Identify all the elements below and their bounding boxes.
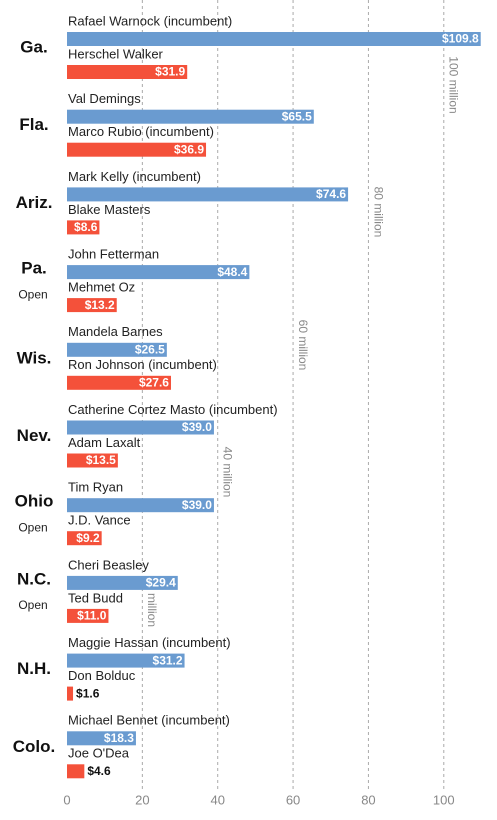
- state-note: Open: [18, 520, 47, 534]
- state-label: N.C.: [17, 569, 51, 588]
- value-label: $48.4: [217, 265, 247, 279]
- candidate-name: Cheri Beasley: [68, 557, 149, 572]
- x-tick-label: 60: [286, 792, 300, 807]
- candidate-name: Tim Ryan: [68, 480, 123, 495]
- state-label: Ariz.: [16, 193, 53, 212]
- bar: [67, 420, 214, 435]
- state-note: Open: [18, 287, 47, 301]
- candidate-name: Marco Rubio (incumbent): [68, 124, 214, 139]
- value-label: $9.2: [76, 531, 100, 545]
- state-label: Pa.: [21, 259, 47, 278]
- x-tick-label: 20: [135, 792, 149, 807]
- candidate-name: Blake Masters: [68, 202, 151, 217]
- bar: [67, 453, 118, 468]
- x-tick-label: 40: [210, 792, 224, 807]
- value-label: $31.2: [153, 653, 183, 667]
- candidate-name: Mehmet Oz: [68, 280, 135, 295]
- value-label: $26.5: [135, 342, 165, 356]
- state-label: Colo.: [13, 737, 56, 756]
- candidate-name: Ted Budd: [68, 590, 123, 605]
- bar: [67, 375, 171, 390]
- bar: [67, 32, 481, 46]
- value-label: $18.3: [104, 731, 134, 745]
- state-label: Wis.: [17, 348, 52, 367]
- bar: [67, 298, 117, 313]
- candidate-name: Joe O'Dea: [68, 746, 130, 761]
- x-tick-label: 100: [433, 792, 455, 807]
- candidate-name: Adam Laxalt: [68, 435, 141, 450]
- value-label: $65.5: [282, 109, 312, 123]
- candidate-name: Mandela Barnes: [68, 324, 163, 339]
- value-label: $4.6: [87, 764, 111, 778]
- bar: [67, 575, 178, 590]
- value-label: $36.9: [174, 142, 204, 156]
- candidate-name: J.D. Vance: [68, 513, 131, 528]
- state-label: Fla.: [19, 115, 48, 134]
- candidate-name: Rafael Warnock (incumbent): [68, 13, 232, 28]
- grid-annotation: 100 million: [447, 56, 461, 113]
- value-label: $39.0: [182, 420, 212, 434]
- bar: [67, 686, 74, 701]
- bar: [67, 142, 207, 157]
- bar: [67, 109, 314, 124]
- value-label: $11.0: [77, 609, 107, 623]
- value-label: $31.9: [155, 65, 185, 79]
- candidate-name: Herschel Walker: [68, 46, 164, 61]
- bar: [67, 531, 102, 546]
- bar: [67, 265, 250, 280]
- bar: [67, 608, 109, 623]
- grid-annotation: 60 million: [296, 320, 310, 371]
- grid-annotation: 80 million: [371, 187, 385, 238]
- value-label: $109.8: [442, 32, 479, 46]
- state-label: Nev.: [17, 426, 52, 445]
- candidate-name: Don Bolduc: [68, 668, 136, 683]
- value-label: $29.4: [146, 576, 176, 590]
- value-label: $74.6: [316, 187, 346, 201]
- candidate-name: Maggie Hassan (incumbent): [68, 635, 231, 650]
- bar: [67, 220, 100, 235]
- state-note: Open: [18, 598, 47, 612]
- candidate-name: Ron Johnson (incumbent): [68, 357, 217, 372]
- candidate-name: Val Demings: [68, 91, 141, 106]
- value-label: $27.6: [139, 375, 169, 389]
- value-label: $1.6: [76, 686, 100, 700]
- value-label: $13.2: [85, 298, 115, 312]
- bar: [67, 65, 188, 79]
- bar: [67, 342, 167, 357]
- value-label: $39.0: [182, 498, 212, 512]
- bar: [67, 653, 185, 668]
- grid-annotation: 40 million: [221, 447, 235, 498]
- bar: [67, 498, 214, 513]
- candidate-name: Mark Kelly (incumbent): [68, 169, 201, 184]
- x-tick-label: 0: [63, 792, 70, 807]
- bar: [67, 187, 349, 202]
- bar: [67, 764, 85, 779]
- state-label: N.H.: [17, 659, 51, 678]
- x-tick-label: 80: [361, 792, 375, 807]
- value-label: $13.5: [86, 453, 116, 467]
- grid-annotation: million: [145, 593, 159, 627]
- state-label: Ohio: [15, 492, 54, 511]
- candidate-name: John Fetterman: [68, 247, 159, 262]
- state-label: Ga.: [20, 37, 47, 56]
- candidate-name: Catherine Cortez Masto (incumbent): [68, 402, 278, 417]
- value-label: $8.6: [74, 220, 98, 234]
- bar: [67, 731, 136, 746]
- candidate-name: Michael Bennet (incumbent): [68, 713, 230, 728]
